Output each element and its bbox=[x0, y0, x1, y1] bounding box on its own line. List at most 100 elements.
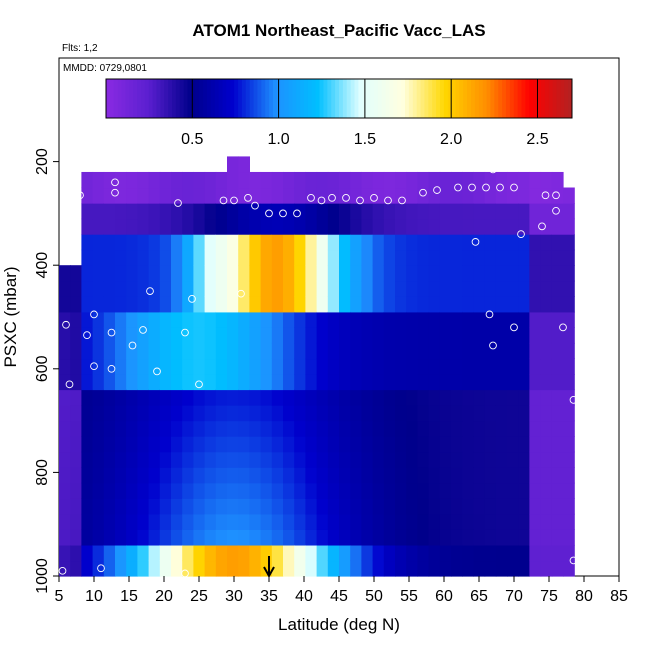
heatmap-cell bbox=[551, 218, 564, 235]
flight-point bbox=[356, 196, 364, 205]
heatmap-cell bbox=[249, 342, 262, 360]
heatmap-cell bbox=[540, 311, 553, 328]
heatmap-cell bbox=[507, 373, 519, 391]
heatmap-cell bbox=[518, 482, 530, 499]
heatmap-cell bbox=[518, 373, 530, 391]
heatmap-cell bbox=[159, 218, 172, 235]
y-tick-label: 1000 bbox=[34, 558, 51, 594]
heatmap-cell bbox=[294, 327, 306, 344]
heatmap-cell bbox=[451, 498, 463, 515]
colorbar-segment bbox=[436, 79, 441, 118]
heatmap-cell bbox=[92, 436, 105, 453]
colorbar-segment bbox=[498, 79, 503, 118]
heatmap-cell bbox=[495, 249, 508, 266]
heatmap-cell bbox=[92, 513, 105, 530]
heatmap-cell bbox=[159, 373, 172, 391]
heatmap-cell bbox=[126, 451, 138, 468]
heatmap-cell bbox=[59, 327, 71, 344]
heatmap-cell bbox=[260, 358, 273, 375]
heatmap-cell bbox=[462, 265, 474, 282]
colorbar-segment bbox=[319, 79, 324, 118]
heatmap-cell bbox=[395, 513, 407, 530]
flight-point bbox=[496, 183, 504, 192]
heatmap-cell bbox=[518, 265, 530, 282]
heatmap-cell bbox=[495, 327, 508, 344]
colorbar-segment bbox=[455, 79, 460, 118]
heatmap-cell bbox=[126, 358, 138, 375]
heatmap-cell bbox=[372, 373, 385, 391]
heatmap-cell bbox=[563, 358, 575, 375]
heatmap-cell bbox=[81, 187, 94, 204]
heatmap-cell bbox=[294, 187, 306, 204]
heatmap-cell bbox=[383, 187, 396, 204]
heatmap-cell bbox=[159, 482, 172, 499]
flight-point bbox=[90, 362, 98, 371]
heatmap-cell bbox=[59, 498, 71, 515]
heatmap-cell bbox=[339, 296, 351, 313]
heatmap-cell bbox=[473, 342, 486, 360]
colorbar-segment bbox=[148, 79, 154, 118]
heatmap-cell bbox=[428, 544, 441, 562]
colorbar-segment bbox=[125, 79, 130, 118]
heatmap-cell bbox=[171, 498, 183, 515]
chart-title: ATOM1 Northeast_Pacific Vacc_LAS bbox=[192, 21, 485, 40]
heatmap-cell bbox=[406, 171, 418, 189]
heatmap-cell bbox=[148, 342, 161, 360]
heatmap-cell bbox=[507, 187, 519, 204]
heatmap-cell bbox=[339, 560, 351, 577]
heatmap-cell bbox=[451, 513, 463, 530]
heatmap-cell bbox=[115, 265, 127, 282]
heatmap-cell bbox=[59, 544, 71, 562]
heatmap-cell bbox=[339, 389, 351, 406]
heatmap-cell bbox=[529, 187, 542, 204]
heatmap-cell bbox=[70, 451, 82, 468]
colorbar-segment bbox=[199, 79, 204, 118]
heatmap-cell bbox=[417, 544, 430, 562]
heatmap-cell bbox=[271, 171, 284, 189]
heatmap-cell bbox=[227, 342, 239, 360]
heatmap-cell bbox=[428, 373, 441, 391]
heatmap-cell bbox=[92, 498, 105, 515]
heatmap-cell bbox=[260, 436, 273, 453]
heatmap-cell bbox=[92, 467, 105, 484]
heatmap-cell bbox=[59, 482, 71, 499]
heatmap-cell bbox=[372, 529, 385, 546]
heatmap-cell bbox=[271, 451, 284, 468]
heatmap-cell bbox=[395, 171, 407, 189]
flight-point bbox=[517, 230, 525, 238]
colorbar-segment bbox=[280, 79, 286, 118]
x-tick-label: 70 bbox=[505, 588, 523, 605]
heatmap-cell bbox=[439, 451, 452, 468]
heatmap-cell bbox=[406, 389, 418, 406]
heatmap-cell bbox=[70, 296, 82, 313]
heatmap-cell bbox=[92, 544, 105, 562]
heatmap-cell bbox=[115, 467, 127, 484]
heatmap-cell bbox=[137, 451, 150, 468]
heatmap-cell bbox=[249, 529, 262, 546]
heatmap-cell bbox=[529, 560, 542, 577]
heatmap-cell bbox=[137, 405, 150, 422]
heatmap-cell bbox=[495, 405, 508, 422]
colorbar-tick-label: 1.0 bbox=[267, 131, 289, 148]
heatmap-cell bbox=[171, 203, 183, 220]
heatmap-cell bbox=[227, 234, 239, 251]
heatmap-cell bbox=[215, 358, 228, 375]
heatmap-cell bbox=[383, 560, 396, 577]
heatmap-cell bbox=[316, 249, 329, 266]
flight-point bbox=[181, 328, 189, 337]
heatmap-cell bbox=[249, 560, 262, 577]
heatmap-cell bbox=[540, 187, 553, 204]
heatmap-cell bbox=[406, 373, 418, 391]
colorbar-segment bbox=[397, 79, 402, 118]
heatmap-cell bbox=[159, 203, 172, 220]
heatmap-cell bbox=[484, 436, 497, 453]
heatmap-cell bbox=[484, 218, 497, 235]
flight-point bbox=[510, 183, 518, 192]
heatmap-cell bbox=[540, 358, 553, 375]
heatmap-cell bbox=[462, 218, 474, 235]
heatmap-cell bbox=[372, 280, 385, 297]
heatmap-cell bbox=[406, 327, 418, 344]
heatmap-cell bbox=[126, 234, 138, 251]
heatmap-cell bbox=[372, 327, 385, 344]
heatmap-cell bbox=[383, 436, 396, 453]
